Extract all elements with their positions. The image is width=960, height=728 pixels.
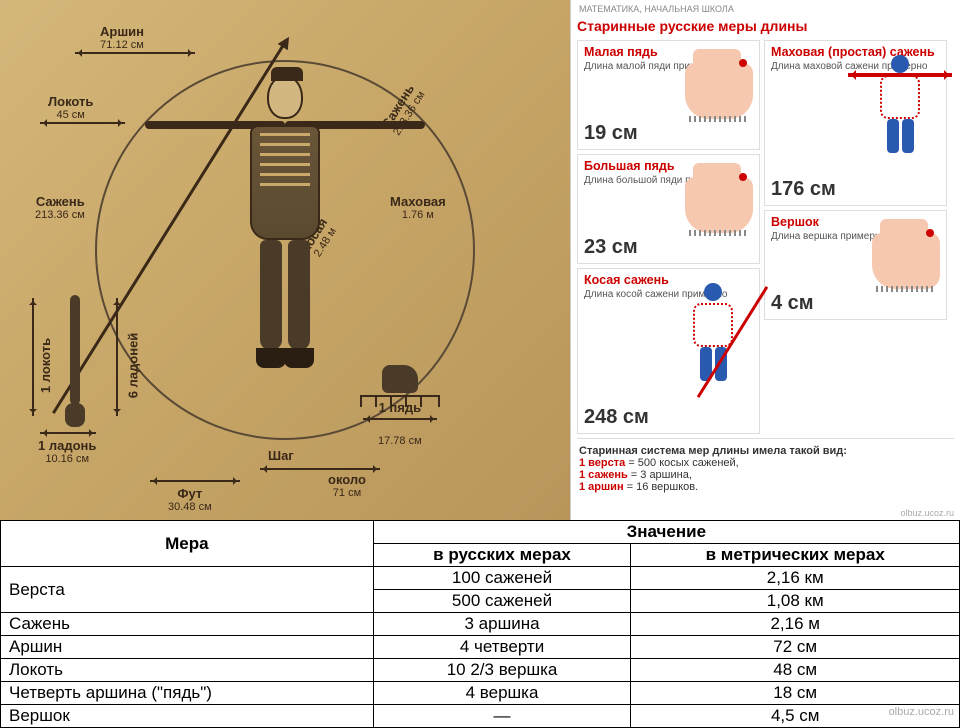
makhovaya-label: Маховая1.76 м (390, 194, 446, 221)
arshin-arrow (75, 52, 195, 54)
ladon6-label: 6 ладоней (125, 333, 140, 399)
right-title: Старинные русские меры длины (577, 16, 954, 40)
lokot-v-arrow (32, 298, 34, 416)
forearm-detail (50, 295, 100, 427)
watermark: olbuz.ucoz.ru (889, 706, 954, 718)
lokot-label: Локоть45 см (48, 94, 93, 121)
sazhen-label: Сажень213.36 см (35, 194, 85, 221)
cell-malaya-pyad: Малая пядьДлина малой пяди примерно 19 с… (577, 40, 760, 150)
man-figure (215, 75, 355, 368)
th-metric: в метрических мерах (631, 544, 960, 567)
pyad-label: 1 пядь17.78 см (378, 400, 422, 447)
table-row: Вершок—4,5 см (1, 705, 960, 728)
cell-bolshaya-pyad: Большая пядьДлина большой пяди примерно … (577, 154, 760, 264)
okolo-arrow (260, 468, 380, 470)
shag-label: Шаг (268, 448, 294, 463)
th-znachenie: Значение (373, 521, 959, 544)
top-section: Аршин71.12 см Локоть45 см Сажень213.36 с… (0, 0, 960, 520)
table-row: Четверть аршина ("пядь")4 вершка18 см (1, 682, 960, 705)
hand-icon (872, 233, 940, 289)
okolo-label: около71 см (328, 472, 366, 499)
person-arms-icon (864, 55, 936, 165)
table-row: Верста100 саженей2,16 км (1, 567, 960, 590)
fut-arrow (150, 480, 240, 482)
table-row: Аршин4 четверти72 см (1, 636, 960, 659)
ladon1-arrow (40, 432, 96, 434)
cell-kosaya-sazhen: Косая саженьДлина косой сажени примерно … (577, 268, 760, 434)
cell-vershok: ВершокДлина вершка примерно 4 см (764, 210, 947, 320)
ladon6-arrow (116, 298, 118, 416)
watermark: olbuz.ucoz.ru (900, 508, 954, 518)
th-rus: в русских мерах (373, 544, 631, 567)
lokot-arrow (40, 122, 125, 124)
hand-icon (685, 63, 753, 119)
lokot-v-label: 1 локоть (38, 338, 53, 393)
cells-grid: Малая пядьДлина малой пяди примерно 19 с… (577, 40, 954, 434)
fut-label: Фут30.48 см (168, 486, 212, 513)
table-section: МераЗначение в русских мерахв метрически… (0, 520, 960, 720)
right-footer: Старинная система мер длины имела такой … (577, 438, 954, 495)
measures-table: МераЗначение в русских мерахв метрически… (0, 520, 960, 728)
arshin-label: Аршин71.12 см (100, 24, 144, 51)
table-row: Сажень3 аршина2,16 м (1, 613, 960, 636)
th-mera: Мера (1, 521, 374, 567)
ladon1-label: 1 ладонь10.16 см (38, 438, 96, 465)
right-infographic: МАТЕМАТИКА, НАЧАЛЬНАЯ ШКОЛА Старинные ру… (570, 0, 960, 520)
person-diag-icon (677, 283, 749, 393)
table-row: Локоть10 2/3 вершка48 см (1, 659, 960, 682)
cell-makhovaya-sazhen: Маховая (простая) саженьДлина маховой са… (764, 40, 947, 206)
hand-icon (685, 177, 753, 233)
vitruvian-diagram: Аршин71.12 см Локоть45 см Сажень213.36 с… (0, 0, 570, 520)
right-subtitle: МАТЕМАТИКА, НАЧАЛЬНАЯ ШКОЛА (579, 4, 734, 14)
